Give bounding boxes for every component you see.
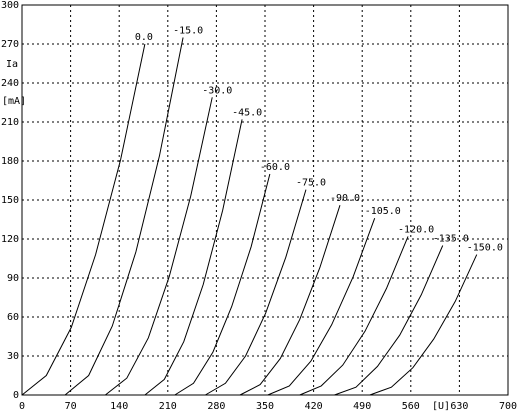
curve [299, 236, 409, 396]
curve-label: -120.0 [398, 224, 434, 235]
y-tick-label: 120 [1, 234, 19, 245]
curve-label: -15.0 [173, 26, 203, 37]
curve [144, 119, 243, 396]
y-tick-label: 30 [7, 351, 19, 362]
curve-label: -135.0 [433, 234, 469, 245]
curve-label: -75.0 [296, 178, 326, 189]
x-axis-label: [U] [432, 401, 450, 412]
y-tick-label: 150 [1, 195, 19, 206]
x-tick-label: 560 [402, 401, 420, 412]
y-tick-label: 180 [1, 156, 19, 167]
curve [205, 189, 307, 396]
curve [369, 254, 478, 396]
curve-label: -90.0 [330, 193, 360, 204]
x-tick-label: 140 [110, 401, 128, 412]
curve [105, 97, 213, 396]
y-axis-unit: [mA] [2, 96, 26, 107]
x-tick-label: 490 [353, 401, 371, 412]
curve [239, 205, 341, 396]
y-axis-label: Ia [6, 59, 18, 70]
curve-label: -150.0 [467, 243, 503, 254]
curve-label: -30.0 [202, 85, 232, 96]
x-tick-label: 280 [207, 401, 225, 412]
curve [21, 43, 146, 396]
x-tick-label: 70 [65, 401, 77, 412]
x-tick-label: 210 [159, 401, 177, 412]
plot-frame [21, 4, 509, 396]
y-tick-label: 90 [7, 273, 19, 284]
y-tick-label: 60 [7, 312, 19, 323]
x-tick-label: 630 [450, 401, 468, 412]
curve [174, 173, 271, 396]
y-tick-label: 210 [1, 117, 19, 128]
curve-label: 0.0 [135, 32, 153, 43]
y-tick-label: 240 [1, 78, 19, 89]
x-tick-label: 0 [19, 401, 25, 412]
curve-label: -105.0 [365, 206, 401, 217]
x-tick-label: 350 [256, 401, 274, 412]
x-tick-label: 420 [305, 401, 323, 412]
y-tick-label: 300 [1, 0, 19, 11]
curve-label: -45.0 [232, 107, 262, 118]
curve [334, 245, 444, 396]
y-tick-label: 270 [1, 39, 19, 50]
curve [267, 218, 376, 396]
curve-label: -60.0 [260, 162, 290, 173]
curve [64, 37, 184, 396]
x-tick-label: 700 [499, 401, 517, 412]
y-tick-label: 0 [13, 390, 19, 401]
